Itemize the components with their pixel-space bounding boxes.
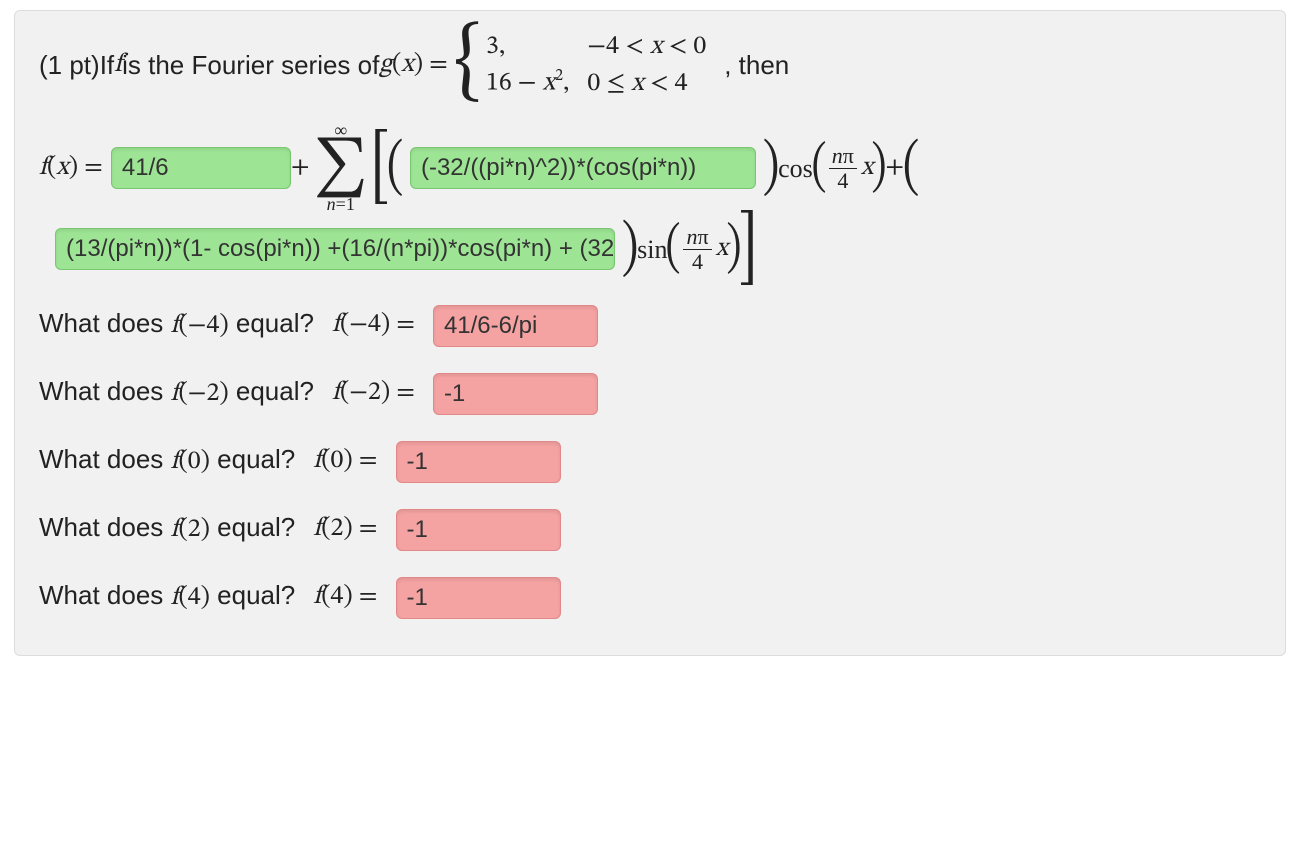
question-lhs: f(2) = [313, 513, 377, 546]
plus-sign: + [291, 153, 310, 184]
question-prompt: What does f(−4) equal? [39, 308, 314, 343]
question-prompt: What does f(0) equal? [39, 444, 295, 479]
right-bracket-icon: ] [738, 229, 758, 269]
an-value: (-32/((pi*n)^2))*(cos(pi*n)) [421, 154, 696, 183]
cos-label: cos [778, 153, 813, 184]
after-text: , then [724, 50, 789, 81]
piece1-cond: −4 < x < 0 [587, 29, 706, 65]
answer-input[interactable]: 41/6-6/pi [433, 305, 598, 347]
var-f: f [114, 50, 122, 81]
fourier-line-2: (13/(pi*n))*(1- cos(pi*n)) +(16/(n*pi))*… [55, 226, 1261, 273]
question-row: What does f(0) equal? f(0) = -1 [39, 441, 1261, 483]
answer-value: -1 [444, 380, 465, 408]
answer-input[interactable]: -1 [396, 577, 561, 619]
sum-lower: n=1 [327, 194, 355, 216]
answer-value: 41/6-6/pi [444, 312, 537, 340]
piecewise-values: 3, 16 − x2, [486, 29, 569, 102]
plus-sign-2: + [885, 153, 904, 184]
answer-input[interactable]: -1 [396, 509, 561, 551]
an-input[interactable]: (-32/((pi*n)^2))*(cos(pi*n)) [410, 147, 756, 189]
g-of-x: g(x) = [379, 50, 447, 81]
cos-lparen-icon: ( [811, 154, 826, 182]
sin-label: sin [637, 234, 667, 265]
intro-text-1: If [100, 50, 114, 81]
question-row: What does f(4) equal? f(4) = -1 [39, 577, 1261, 619]
points-label: (1 pt) [39, 50, 100, 81]
answer-input[interactable]: -1 [433, 373, 598, 415]
answer-input[interactable]: -1 [396, 441, 561, 483]
question-prompt: What does f(2) equal? [39, 512, 295, 547]
cos-fraction: nπ 4 [829, 145, 857, 192]
cos-rparen-icon: ) [872, 154, 887, 182]
bn-input[interactable]: (13/(pi*n))*(1- cos(pi*n)) +(16/(n*pi))*… [55, 228, 615, 270]
question-row: What does f(−2) equal? f(−2) = -1 [39, 373, 1261, 415]
piecewise-brace-icon: { [454, 37, 482, 90]
question-row: What does f(2) equal? f(2) = -1 [39, 509, 1261, 551]
open-paren-trailing-icon: ( [903, 153, 920, 184]
answer-value: -1 [407, 516, 428, 544]
a0-input[interactable]: 41/6 [111, 147, 291, 189]
piece2-cond: 0 ≤ x < 4 [587, 66, 706, 102]
answer-value: -1 [407, 448, 428, 476]
question-lhs: f(−4) = [332, 309, 415, 342]
piecewise-conditions: −4 < x < 0 0 ≤ x < 4 [587, 29, 706, 102]
question-lhs: f(−2) = [332, 377, 415, 410]
sigma-icon: ∞ ∑ n=1 [314, 120, 368, 215]
question-prompt: What does f(−2) equal? [39, 376, 314, 411]
intro-text-2: is the Fourier series of [122, 50, 379, 81]
piece2-value: 16 − x2, [486, 65, 569, 102]
bn-right-paren-icon: ) [622, 234, 639, 265]
bn-value: (13/(pi*n))*(1- cos(pi*n)) +(16/(n*pi))*… [66, 235, 614, 264]
piece1-value: 3, [486, 29, 569, 65]
question-lhs: f(0) = [313, 445, 377, 478]
problem-statement: (1 pt) If f is the Fourier series of g(x… [39, 29, 1261, 102]
question-lhs: f(4) = [313, 581, 377, 614]
problem-panel: (1 pt) If f is the Fourier series of g(x… [14, 10, 1286, 656]
sin-lparen-icon: ( [666, 235, 681, 263]
question-row: What does f(−4) equal? f(−4) = 41/6-6/pi [39, 305, 1261, 347]
question-prompt: What does f(4) equal? [39, 580, 295, 615]
right-paren-icon: ) [763, 153, 780, 184]
point-questions: What does f(−4) equal?f(−4) = 41/6-6/piW… [39, 305, 1261, 619]
fourier-line-1: f(x) = 41/6 + ∞ ∑ n=1 [ ( (-32/((pi*n)^2… [39, 120, 1261, 215]
answer-value: -1 [407, 584, 428, 612]
left-paren-icon: ( [387, 153, 404, 184]
fx-equals: f(x) = [39, 153, 103, 184]
a0-value: 41/6 [122, 154, 169, 183]
sin-fraction: nπ 4 [683, 226, 711, 273]
